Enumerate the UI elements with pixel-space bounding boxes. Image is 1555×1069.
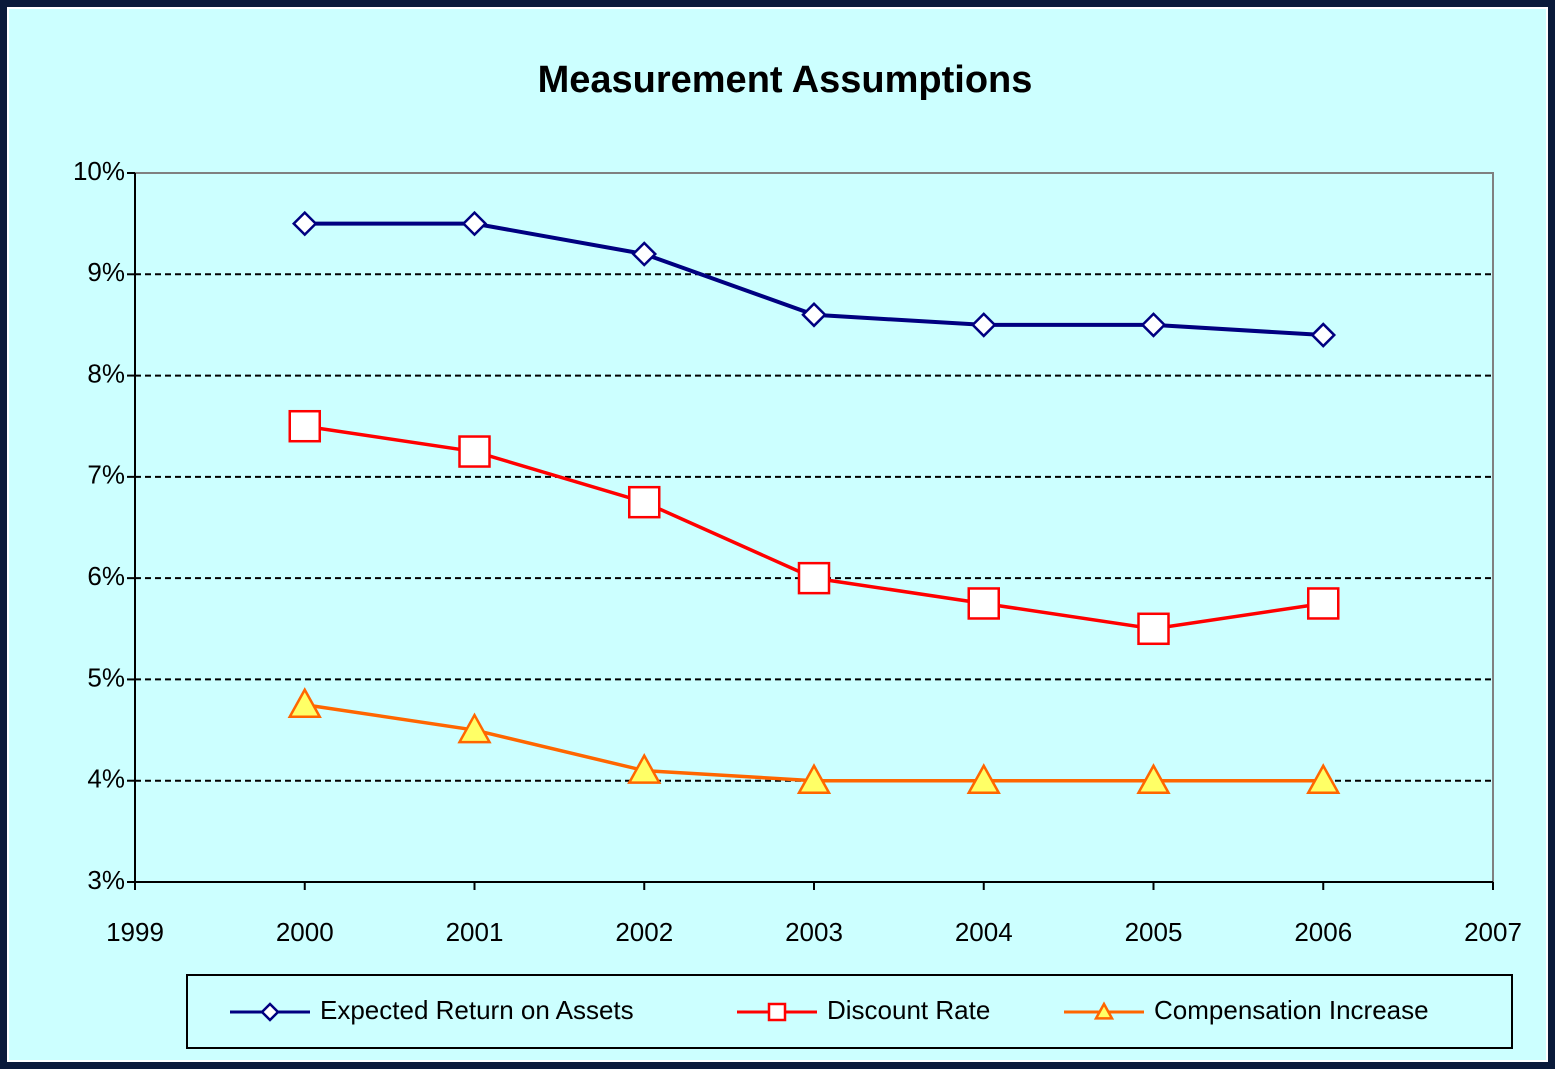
data-point [1310,322,1337,348]
x-tick-label: 2006 [1294,917,1352,947]
data-point [458,435,491,468]
data-point [1136,763,1171,794]
y-tick-label: 4% [87,764,125,794]
x-tick-label: 1999 [106,917,164,947]
x-tick-label: 2003 [785,917,843,947]
legend-box [186,974,1513,1049]
y-tick-label: 10% [73,156,125,186]
x-tick-label: 2007 [1464,917,1522,947]
y-tick-label: 3% [87,865,125,895]
y-tick-label: 7% [87,460,125,490]
data-point [631,241,658,267]
data-point [461,210,488,237]
y-tick-label: 8% [87,358,125,388]
x-tick-label: 2004 [955,917,1013,947]
data-point [287,687,322,718]
data-point [967,587,1000,620]
data-point [291,210,318,237]
legend-marker [260,1002,280,1022]
legend-marker [1093,1001,1115,1020]
data-point [1306,763,1341,794]
x-tick-label: 2002 [615,917,673,947]
data-point [457,712,492,744]
y-tick-label: 5% [87,662,125,692]
data-point [801,302,827,328]
data-point [970,312,997,338]
legend-label: Compensation Increase [1154,995,1429,1025]
legend-label: Discount Rate [827,995,990,1025]
chart-background [7,7,1548,1062]
data-point [966,763,1001,794]
data-point [1307,587,1340,620]
data-point [1137,612,1170,646]
y-tick-label: 6% [87,561,125,591]
y-tick-label: 9% [87,257,125,287]
legend-marker [767,1002,787,1022]
chart-title: Measurement Assumptions [538,59,1033,101]
data-point [628,485,661,519]
data-point [1140,312,1167,338]
data-point [627,753,662,784]
legend-label: Expected Return on Assets [320,995,634,1025]
data-point [796,763,832,794]
data-point [797,561,831,595]
x-tick-label: 2000 [276,917,334,947]
data-point [288,409,321,443]
x-tick-label: 2005 [1125,917,1183,947]
x-tick-label: 2001 [446,917,504,947]
